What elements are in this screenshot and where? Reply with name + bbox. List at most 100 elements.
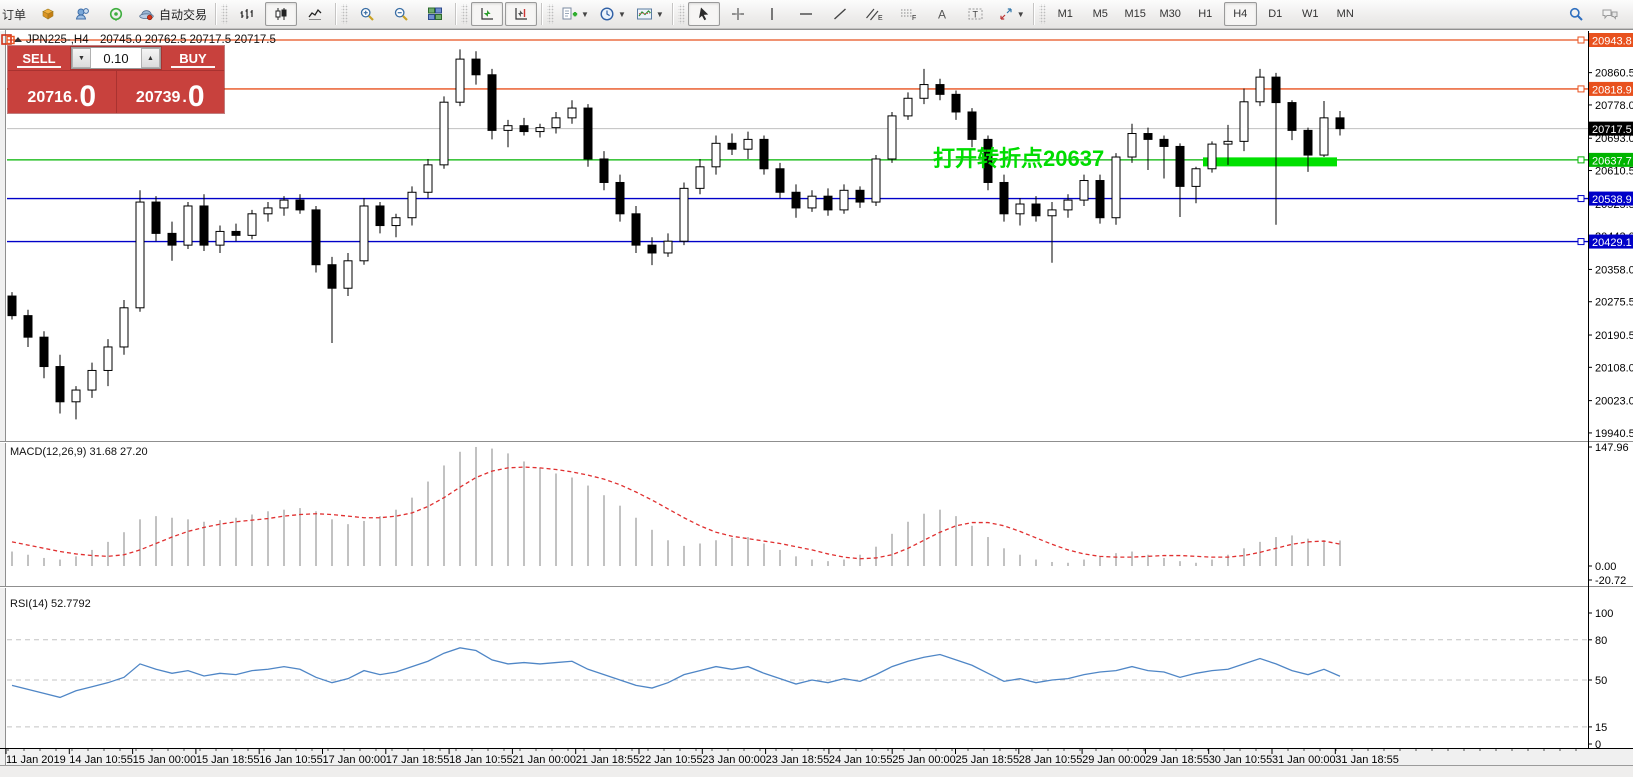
tf-m15-button[interactable]: M15 <box>1119 2 1152 26</box>
new-order-dropdown[interactable]: ▼ <box>557 2 593 26</box>
line-handle[interactable] <box>1577 85 1585 93</box>
search-button[interactable] <box>1560 2 1592 26</box>
community-button[interactable] <box>66 2 98 26</box>
vertical-line-button[interactable] <box>756 2 788 26</box>
line-handle[interactable] <box>1577 195 1585 203</box>
rsi-pane[interactable]: RSI(14) 52.7792 <box>7 598 1588 728</box>
buy-price-button[interactable]: 20739 . 0 <box>116 71 224 113</box>
tf-d1-button[interactable]: D1 <box>1259 2 1292 26</box>
collapse-arrow-icon[interactable] <box>14 37 22 42</box>
line-handle[interactable] <box>1577 36 1585 44</box>
price-badge <box>1589 33 1633 47</box>
line-chart-button[interactable] <box>299 2 331 26</box>
crosshair-button[interactable] <box>722 2 754 26</box>
chart-shift-button[interactable] <box>505 2 538 26</box>
chart-annotation[interactable]: 打开转折点20637 <box>933 146 1104 171</box>
tf-m30-button[interactable]: M30 <box>1154 2 1187 26</box>
fibonacci-button[interactable]: F <box>892 2 924 26</box>
rsi-scale-label: 100 <box>1595 608 1613 620</box>
time-tick-label: 22 Jan 10:55 <box>639 754 703 766</box>
chevron-down-icon[interactable]: ▼ <box>617 9 626 19</box>
rsi-scale-label: 50 <box>1595 675 1607 687</box>
candlesticks <box>7 49 1345 420</box>
chevron-down-icon[interactable]: ▼ <box>655 9 664 19</box>
text-button[interactable]: A <box>926 2 958 26</box>
price-tick-label: 19940.5 <box>1595 428 1633 440</box>
candlestick-button[interactable] <box>265 2 298 26</box>
thick-green-segment[interactable] <box>1203 157 1337 167</box>
autotrading-button[interactable]: 自动交易 <box>134 2 211 26</box>
time-tick-label: 24 Jan 10:55 <box>829 754 893 766</box>
zoom-in-button[interactable] <box>351 2 383 26</box>
trendline-button[interactable] <box>824 2 856 26</box>
tf-m5-button[interactable]: M5 <box>1084 2 1117 26</box>
tf-m1-button[interactable]: M1 <box>1049 2 1082 26</box>
text-a-icon: A <box>934 6 950 22</box>
toolbar-grip[interactable] <box>221 4 229 24</box>
macd-pane[interactable]: MACD(12,26,9) 31.68 27.20 <box>10 446 1341 566</box>
tf-h4-button[interactable]: H4 <box>1223 2 1257 26</box>
tf-mn-button-label: MN <box>1336 8 1354 20</box>
tf-w1-button[interactable]: W1 <box>1294 2 1327 26</box>
sell-price-button[interactable]: 20716 . 0 <box>8 71 116 113</box>
price-badge-label: 20637.7 <box>1592 155 1632 167</box>
toolbar-grip[interactable] <box>677 4 685 24</box>
macd-scale-label: -20.72 <box>1595 575 1626 587</box>
price-tick-label: 20778.0 <box>1595 100 1633 112</box>
bars-chart-icon <box>239 6 255 22</box>
sell-price-big-digit: 0 <box>79 80 97 113</box>
main-price-pane[interactable]: 打开转折点20637 JPN225-,H4 20745.0 20762.5 2071… <box>1 34 1588 420</box>
line-handle[interactable] <box>1577 238 1585 246</box>
signals-button[interactable] <box>100 2 132 26</box>
time-tick-label: 21 Jan 00:00 <box>512 754 576 766</box>
tf-m1-button-label: M1 <box>1057 8 1073 20</box>
toolbar-separator <box>455 3 457 25</box>
chat-button[interactable] <box>1594 2 1626 26</box>
zoom-out-icon <box>393 6 409 22</box>
sell-button[interactable]: SELL <box>8 46 70 70</box>
search-icon <box>1568 6 1584 22</box>
line-handle[interactable] <box>6 35 15 45</box>
chevron-down-icon[interactable]: ▼ <box>581 9 589 19</box>
toolbar-group-chart-type <box>219 0 339 28</box>
line-handle[interactable] <box>1577 156 1585 164</box>
bar-chart-button[interactable] <box>231 2 263 26</box>
line-chart-icon <box>307 6 323 22</box>
horizontal-line-button[interactable] <box>790 2 822 26</box>
auto-scroll-button[interactable] <box>471 2 504 26</box>
toolbar-grip[interactable] <box>341 4 349 24</box>
zoom-out-button[interactable] <box>385 2 417 26</box>
volume-increase-button[interactable]: ▲ <box>141 48 160 68</box>
new-order-button[interactable]: 订单 <box>0 2 30 26</box>
toolbar-grip[interactable] <box>547 4 555 24</box>
channel-button[interactable]: E <box>858 2 890 26</box>
time-tick-label: 28 Jan 10:55 <box>1019 754 1083 766</box>
volume-decrease-button[interactable]: ▼ <box>72 48 91 68</box>
time-tick-label: 29 Jan 00:00 <box>1082 754 1146 766</box>
tf-h1-button[interactable]: H1 <box>1189 2 1222 26</box>
toolbar-group-trade: 订单 自动交易 <box>0 0 219 28</box>
volume-input[interactable]: 0.10 <box>103 50 129 66</box>
toolbar-grip[interactable] <box>1038 4 1046 24</box>
template-icon <box>636 6 653 22</box>
toolbar-grip[interactable] <box>461 4 469 24</box>
tile-windows-button[interactable] <box>419 2 451 26</box>
templates-dropdown[interactable]: ▼ <box>632 2 668 26</box>
periods-dropdown[interactable]: ▼ <box>595 2 630 26</box>
toolbar-separator <box>335 3 337 25</box>
tf-mn-button[interactable]: MN <box>1329 2 1362 26</box>
time-tick-label: 30 Jan 10:55 <box>1209 754 1273 766</box>
buy-button[interactable]: BUY <box>162 46 224 70</box>
label-button[interactable]: T <box>960 2 992 26</box>
svg-text:E: E <box>878 15 883 22</box>
toolbar: 订单 自动交易 ▼ ▼ ▼ E F A T ▼ M1 M5 M15 M30 H1 H4 D1 W1 MN <box>0 0 1633 29</box>
chevron-down-icon[interactable]: ▼ <box>1016 9 1025 19</box>
price-badge-label: 20429.1 <box>1592 237 1632 249</box>
market-watch-button[interactable] <box>32 2 64 26</box>
arrows-dropdown[interactable]: ▼ <box>994 2 1029 26</box>
time-axis[interactable]: 11 Jan 2019 14 Jan 10:55 15 Jan 00:00 15 Ja… <box>5 749 1577 766</box>
time-tick-label: 15 Jan 18:55 <box>196 754 260 766</box>
price-axis[interactable]: 20860.520778.020693.020610.520525.520443… <box>6 33 1633 751</box>
cursor-button[interactable] <box>687 2 720 26</box>
